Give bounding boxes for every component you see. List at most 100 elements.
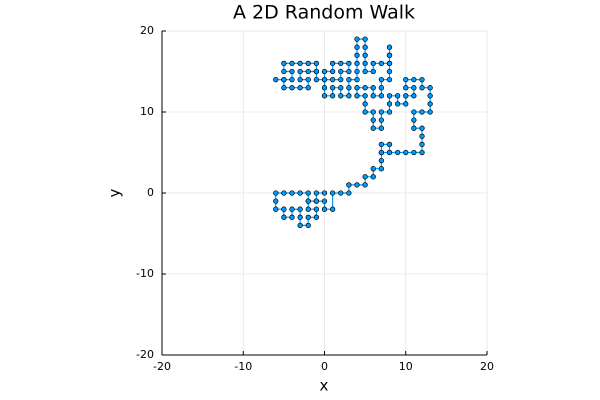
point [329, 206, 336, 212]
point [313, 68, 320, 75]
point [289, 60, 295, 67]
point [378, 125, 385, 131]
point [378, 109, 385, 115]
point [362, 68, 368, 75]
point [346, 68, 352, 75]
point [419, 133, 425, 139]
point [427, 93, 433, 99]
point [419, 85, 425, 91]
point [281, 206, 287, 212]
y-tick-label: -10 [136, 267, 154, 280]
point [427, 101, 433, 107]
point [386, 60, 393, 67]
point [281, 76, 287, 83]
point [346, 190, 352, 196]
point [338, 190, 344, 196]
point [313, 198, 320, 204]
point [386, 149, 393, 156]
point [329, 68, 336, 75]
point [378, 149, 385, 156]
x-tick-label: -10 [234, 360, 252, 373]
point [394, 93, 401, 99]
x-tick-label: 20 [480, 360, 494, 373]
point [305, 76, 311, 83]
point [354, 36, 360, 42]
point [297, 206, 303, 212]
point [403, 101, 409, 107]
point [305, 190, 311, 196]
point [297, 222, 303, 229]
point [411, 76, 417, 83]
point [305, 60, 311, 67]
point [273, 76, 279, 83]
point [378, 117, 385, 123]
y-tick-label: 0 [147, 186, 154, 199]
x-tick-label: 10 [399, 360, 413, 373]
point [289, 206, 295, 212]
point [411, 109, 417, 115]
point [362, 44, 368, 50]
point [297, 76, 303, 83]
chart-title: A 2D Random Walk [233, 2, 415, 24]
point [289, 85, 295, 91]
point [321, 85, 328, 91]
point [354, 44, 360, 50]
point [297, 190, 303, 196]
point [378, 157, 385, 164]
point [419, 141, 425, 148]
point [338, 93, 344, 99]
point [313, 206, 320, 212]
y-tick-label: 10 [140, 105, 154, 118]
point [346, 85, 352, 91]
point [297, 85, 303, 91]
x-axis-label: x [320, 377, 329, 395]
walk-line [275, 38, 431, 226]
point [354, 85, 360, 91]
point [419, 109, 425, 115]
point [273, 198, 279, 204]
x-tick-label: -20 [153, 360, 171, 373]
point [354, 52, 360, 58]
x-tick-label: 0 [321, 360, 328, 373]
point [338, 68, 344, 75]
point [313, 60, 320, 67]
point [305, 68, 311, 75]
point [321, 93, 328, 99]
point [305, 222, 311, 229]
point [346, 60, 352, 67]
point [297, 214, 303, 220]
point [281, 85, 287, 91]
point [346, 93, 352, 99]
point [321, 76, 328, 83]
point [313, 76, 320, 83]
point [386, 141, 393, 148]
point [329, 190, 336, 196]
point [281, 190, 287, 196]
point [354, 182, 360, 188]
point [378, 166, 385, 172]
point [346, 76, 352, 83]
point [305, 206, 311, 212]
point [394, 149, 401, 156]
point [281, 214, 287, 220]
point [427, 109, 433, 115]
point [386, 44, 393, 50]
point [403, 76, 409, 83]
point [386, 68, 393, 75]
point [313, 190, 320, 196]
point [346, 182, 352, 188]
point [362, 85, 368, 91]
point [354, 60, 360, 67]
point [289, 214, 295, 220]
point [370, 117, 376, 123]
point [297, 68, 303, 75]
point [362, 52, 368, 58]
point [386, 93, 393, 99]
point [370, 109, 376, 115]
point [289, 190, 295, 196]
point [378, 76, 385, 83]
point [321, 198, 328, 204]
point [329, 93, 336, 99]
point [378, 85, 385, 91]
